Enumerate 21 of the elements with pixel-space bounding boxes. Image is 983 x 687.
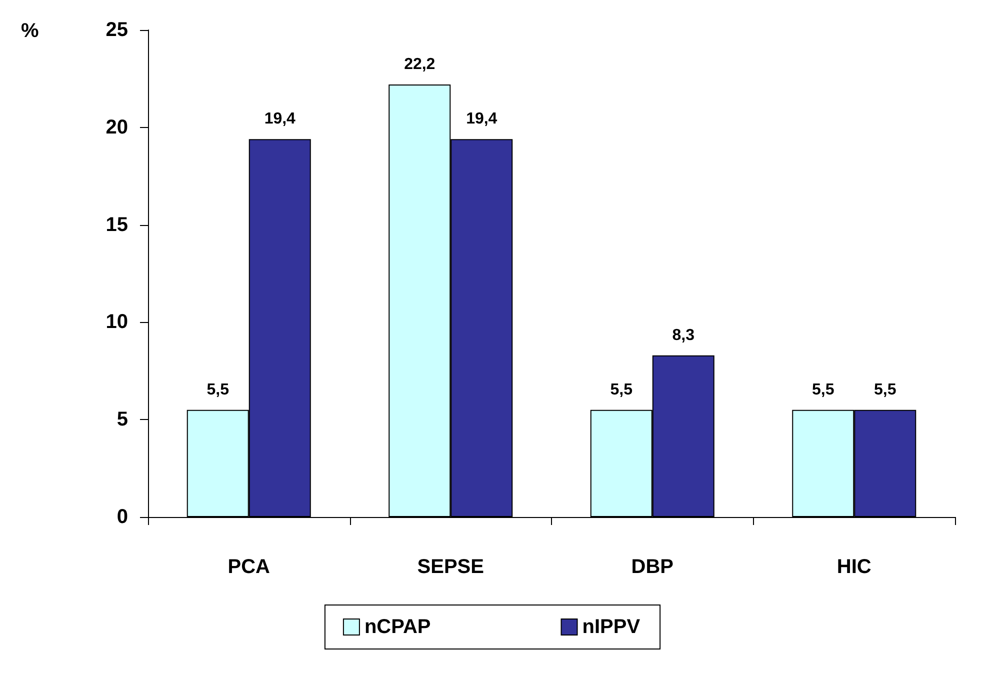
data-label: 5,5 — [206, 381, 230, 398]
data-label: 19,4 — [264, 110, 296, 128]
data-label: 22,2 — [404, 56, 436, 74]
data-label: 8,3 — [672, 326, 695, 344]
y-tick-label: 20 — [106, 116, 128, 138]
data-label: 5,5 — [812, 381, 834, 398]
x-tick-label: HIC — [836, 556, 872, 578]
y-tick-label: 15 — [106, 214, 128, 236]
x-tick-label: SEPSE — [417, 556, 484, 578]
data-label: 19,4 — [466, 110, 498, 128]
y-tick-label: 0 — [116, 506, 128, 528]
y-axis-title: % — [21, 20, 39, 42]
x-tick-label: PCA — [228, 556, 270, 578]
legend-label: nCPAP — [364, 616, 431, 638]
y-tick-label: 5 — [116, 408, 128, 431]
data-label: 5,5 — [874, 381, 896, 398]
y-tick-label: 10 — [106, 311, 128, 334]
legend-label: nIPPV — [582, 616, 641, 638]
y-tick-label: 25 — [106, 19, 128, 41]
data-label: 5,5 — [610, 381, 633, 398]
x-tick-label: DBP — [631, 556, 674, 578]
